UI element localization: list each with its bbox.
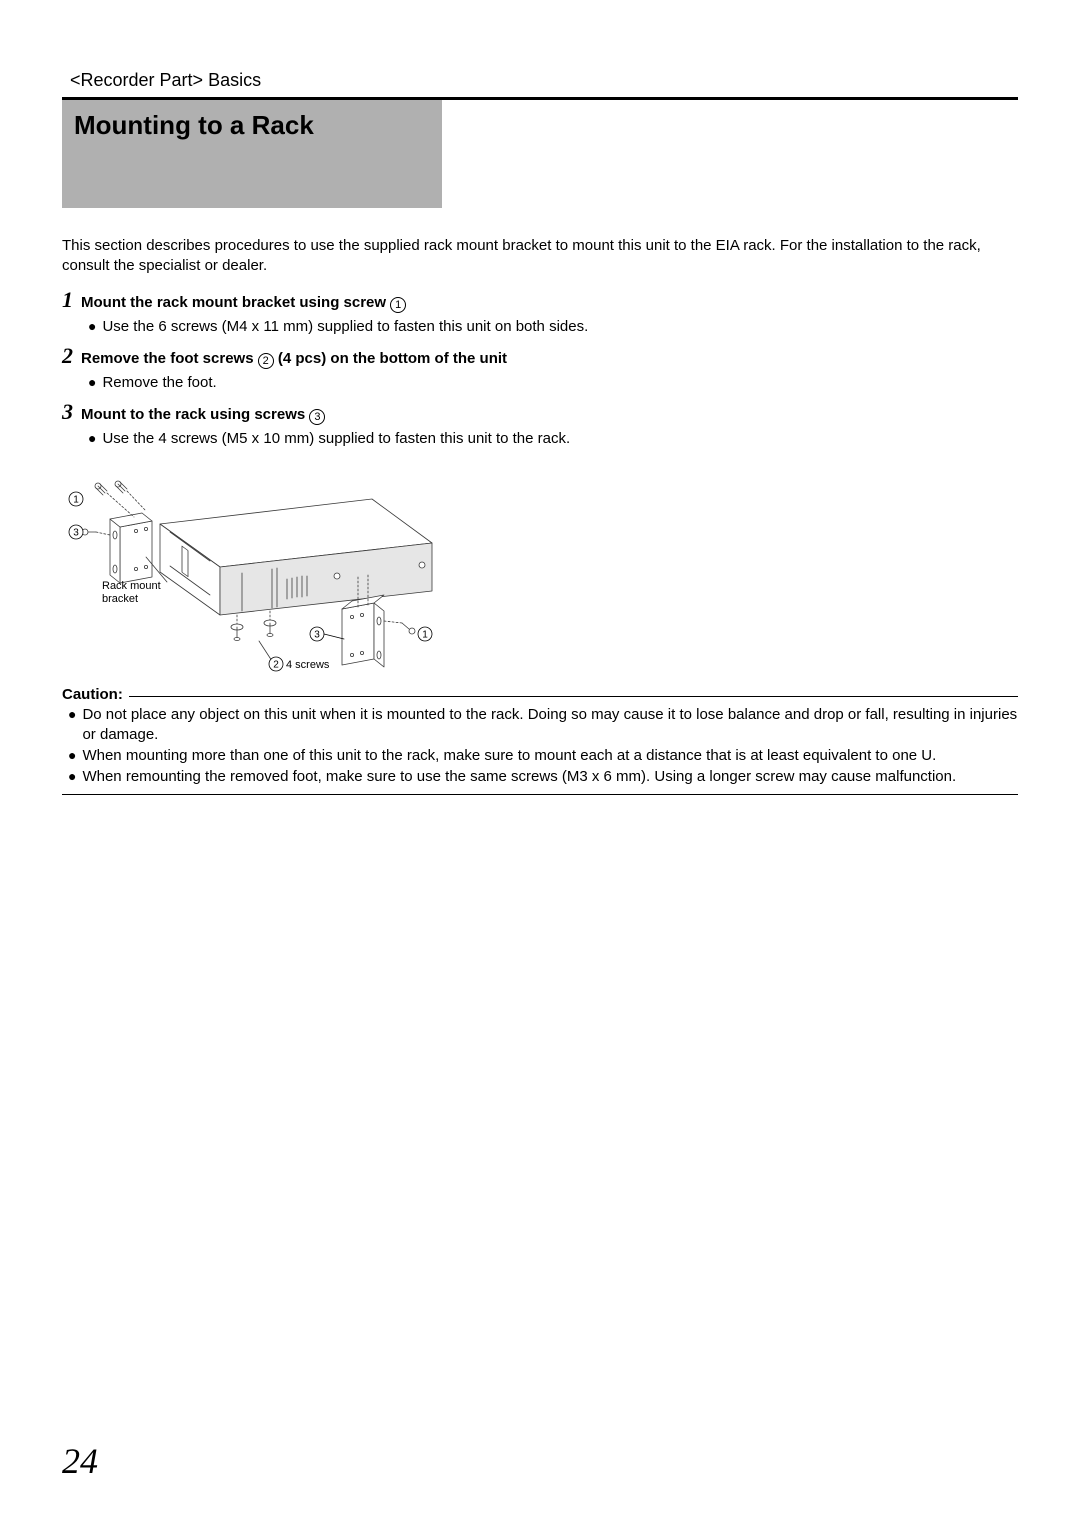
caution-text: When mounting more than one of this unit… <box>82 746 936 766</box>
step-title-text: Mount to the rack using screws <box>81 406 309 423</box>
step-number: 2 <box>62 343 73 369</box>
caution-label: Caution: <box>62 686 123 703</box>
caution-item: ● When mounting more than one of this un… <box>68 746 1018 766</box>
step-title-after: (4 pcs) on the bottom of the unit <box>274 350 507 367</box>
diagram-ref-1b: 1 <box>422 629 428 640</box>
step-head: 3 Mount to the rack using screws 3 <box>62 399 1018 425</box>
caution-head: Caution: <box>62 686 1018 703</box>
caution-text: Do not place any object on this unit whe… <box>82 705 1018 746</box>
diagram: 1 3 3 1 2 Rack mount bracket 4 screws <box>62 469 467 674</box>
page-number: 24 <box>62 1440 98 1482</box>
step-2: 2 Remove the foot screws 2 (4 pcs) on th… <box>62 343 1018 391</box>
step-title: Mount the rack mount bracket using screw… <box>81 294 406 313</box>
diagram-label-bracket-2: bracket <box>102 593 138 605</box>
breadcrumb: <Recorder Part> Basics <box>62 70 1018 91</box>
breadcrumb-section: Basics <box>203 70 261 90</box>
bullet-icon: ● <box>88 374 96 391</box>
ref-circled-icon: 1 <box>390 297 406 313</box>
bullet-icon: ● <box>68 767 76 787</box>
step-1: 1 Mount the rack mount bracket using scr… <box>62 287 1018 335</box>
step-title: Mount to the rack using screws 3 <box>81 406 325 425</box>
breadcrumb-prefix: <Recorder Part> <box>70 70 203 90</box>
bullet-icon: ● <box>68 746 76 766</box>
diagram-ref-2: 2 <box>273 659 279 670</box>
bullet-icon: ● <box>88 430 96 447</box>
title-block: Mounting to a Rack <box>62 100 442 208</box>
caution-end-rule <box>62 794 1018 795</box>
step-head: 1 Mount the rack mount bracket using scr… <box>62 287 1018 313</box>
ref-circled-icon: 3 <box>309 409 325 425</box>
page-title: Mounting to a Rack <box>74 110 430 141</box>
intro-text: This section describes procedures to use… <box>62 236 1018 277</box>
caution-item: ● When remounting the removed foot, make… <box>68 767 1018 787</box>
bullet-icon: ● <box>88 318 96 335</box>
caution-text: When remounting the removed foot, make s… <box>82 767 956 787</box>
caution-rule-icon <box>129 696 1018 697</box>
step-number: 3 <box>62 399 73 425</box>
bullet-icon: ● <box>68 705 76 746</box>
step-3: 3 Mount to the rack using screws 3 ● Use… <box>62 399 1018 447</box>
step-body-text: Remove the foot. <box>102 374 216 391</box>
step-body: ● Remove the foot. <box>62 374 1018 391</box>
step-title-text: Mount the rack mount bracket using screw <box>81 294 390 311</box>
caution-item: ● Do not place any object on this unit w… <box>68 705 1018 746</box>
diagram-ref-3a: 3 <box>73 527 79 538</box>
diagram-label-bracket-1: Rack mount <box>102 580 161 592</box>
diagram-ref-1a: 1 <box>73 494 79 505</box>
step-title-text: Remove the foot screws <box>81 350 258 367</box>
ref-circled-icon: 2 <box>258 353 274 369</box>
step-body: ● Use the 4 screws (M5 x 10 mm) supplied… <box>62 430 1018 447</box>
step-title: Remove the foot screws 2 (4 pcs) on the … <box>81 350 507 369</box>
rack-mount-diagram-icon: 1 3 3 1 2 Rack mount bracket 4 screws <box>62 469 467 674</box>
step-number: 1 <box>62 287 73 313</box>
diagram-label-foot: 4 screws <box>286 659 330 671</box>
diagram-ref-3b: 3 <box>314 629 320 640</box>
step-body-text: Use the 4 screws (M5 x 10 mm) supplied t… <box>102 430 570 447</box>
step-head: 2 Remove the foot screws 2 (4 pcs) on th… <box>62 343 1018 369</box>
caution-block: Caution: ● Do not place any object on th… <box>62 686 1018 795</box>
step-body: ● Use the 6 screws (M4 x 11 mm) supplied… <box>62 318 1018 335</box>
caution-list: ● Do not place any object on this unit w… <box>62 705 1018 788</box>
steps-list: 1 Mount the rack mount bracket using scr… <box>62 287 1018 447</box>
step-body-text: Use the 6 screws (M4 x 11 mm) supplied t… <box>102 318 588 335</box>
